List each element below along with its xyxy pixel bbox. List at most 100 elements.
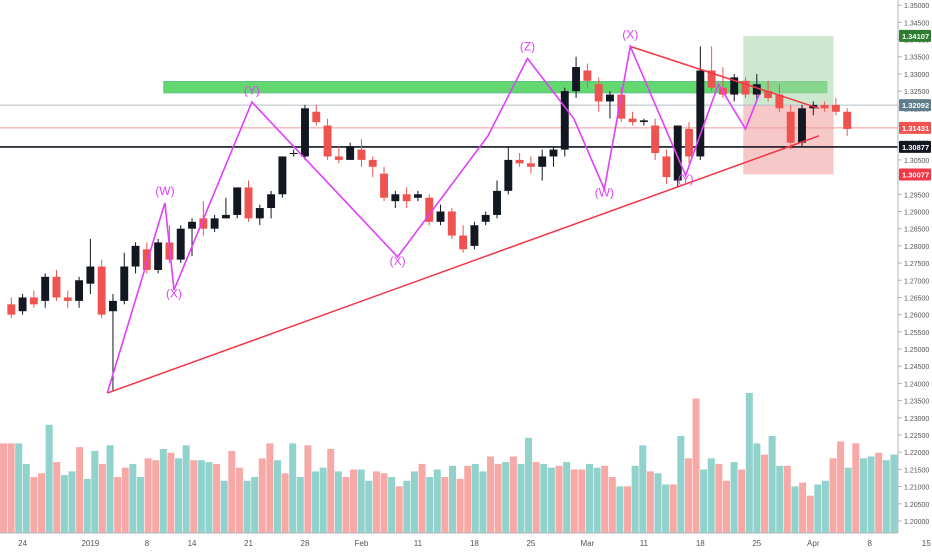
volume-bar xyxy=(464,465,472,533)
volume-bar xyxy=(38,473,46,533)
price-tick-label: 1.28500 xyxy=(904,227,929,234)
resistance-zone xyxy=(163,80,828,94)
price-tick-label: 1.29500 xyxy=(904,192,929,199)
candle-body xyxy=(459,235,468,250)
price-label-box xyxy=(899,168,931,181)
volume-bar xyxy=(844,467,852,533)
candle-body xyxy=(730,77,739,95)
volume-bar xyxy=(540,463,548,533)
time-tick-label: 25 xyxy=(752,539,761,548)
volume-bar xyxy=(304,445,312,533)
volume-bar xyxy=(677,435,685,533)
volume-bar xyxy=(121,467,129,533)
candle-body xyxy=(402,194,411,202)
price-tick-label: 1.24000 xyxy=(904,381,929,388)
candle-body xyxy=(301,108,309,157)
elliott-wave-path xyxy=(106,43,760,394)
volume-bar xyxy=(616,486,624,533)
price-tick-label: 1.33000 xyxy=(904,72,929,79)
candle-body xyxy=(515,159,524,164)
price-tick-label: 1.23500 xyxy=(904,399,929,406)
volume-bar xyxy=(433,469,441,533)
volume-bar xyxy=(547,467,555,533)
candle-body xyxy=(233,187,242,215)
price-tick-label: 1.23000 xyxy=(904,416,929,423)
volume-bar xyxy=(53,462,61,533)
volume-bar xyxy=(669,484,677,533)
candle-body xyxy=(289,153,298,155)
volume-bar xyxy=(639,445,647,533)
volume-bar xyxy=(91,450,99,533)
price-tick-label: 1.27500 xyxy=(904,261,929,268)
candle-body xyxy=(346,146,355,160)
volume-bar xyxy=(205,462,213,533)
volume-bar xyxy=(266,443,274,533)
candle-body xyxy=(526,163,535,167)
volume-bar xyxy=(281,473,289,533)
candle-body xyxy=(97,266,106,315)
price-tick-label: 1.26500 xyxy=(904,295,929,302)
volume-bar xyxy=(806,495,814,533)
volume-bar xyxy=(418,463,426,533)
candle-body xyxy=(18,297,27,312)
candle-body xyxy=(820,104,829,109)
volume-bar xyxy=(715,463,723,533)
candle-body xyxy=(662,156,671,178)
candle-body xyxy=(594,84,603,102)
candle-body xyxy=(391,194,400,202)
volume-bar xyxy=(502,462,510,533)
wave-label: (X) xyxy=(390,254,406,268)
volume-bar xyxy=(365,480,373,533)
candle-body xyxy=(843,111,852,129)
candle-body xyxy=(41,276,50,301)
volume-bar xyxy=(319,467,327,533)
wave-label: (X) xyxy=(622,28,638,42)
wave-label: (X) xyxy=(166,286,182,300)
candle-body xyxy=(752,84,761,95)
volume-bar xyxy=(532,462,540,533)
candle-body xyxy=(176,228,185,260)
candle-body xyxy=(798,108,806,143)
volume-bar xyxy=(395,486,403,533)
time-tick-label: 2019 xyxy=(81,539,99,548)
candle-body xyxy=(764,91,773,99)
volume-bar xyxy=(258,458,266,533)
candle-body xyxy=(267,194,276,209)
volume-bar xyxy=(867,456,875,533)
candle-body xyxy=(481,214,490,222)
volume-bar xyxy=(570,469,578,533)
candle-body xyxy=(775,94,784,109)
time-tick-label: 8 xyxy=(145,539,150,548)
volume-bar xyxy=(312,471,320,533)
volume-bar xyxy=(494,463,502,533)
price-tick-label: 1.21000 xyxy=(904,485,929,492)
candle-body xyxy=(52,276,61,298)
volume-bar xyxy=(509,456,517,533)
time-tick-label: 18 xyxy=(696,539,705,548)
candle-body xyxy=(86,266,95,284)
volume-bar xyxy=(426,477,434,533)
volume-bar xyxy=(601,465,609,533)
candle-body xyxy=(278,156,287,195)
candle-body xyxy=(199,218,208,229)
price-tick-label: 1.25000 xyxy=(904,347,929,354)
candle-body xyxy=(741,80,750,95)
price-tick-label: 1.27000 xyxy=(904,278,929,285)
time-tick-label: Mar xyxy=(580,539,594,548)
price-tick-label: 1.21500 xyxy=(904,467,929,474)
volume-bar xyxy=(45,424,53,533)
volume-bar xyxy=(631,465,639,533)
volume-bar xyxy=(479,471,487,533)
volume-bar xyxy=(83,478,91,533)
candle-body xyxy=(142,249,151,270)
volume-bar xyxy=(799,482,807,533)
candle-body xyxy=(538,156,547,167)
price-axis-panel xyxy=(898,0,932,550)
volume-bar xyxy=(593,467,601,533)
volume-bar xyxy=(167,452,175,533)
volume-bar xyxy=(745,393,753,533)
candle-body xyxy=(436,211,445,222)
volume-bar xyxy=(327,449,335,533)
volume-bar xyxy=(152,460,160,533)
